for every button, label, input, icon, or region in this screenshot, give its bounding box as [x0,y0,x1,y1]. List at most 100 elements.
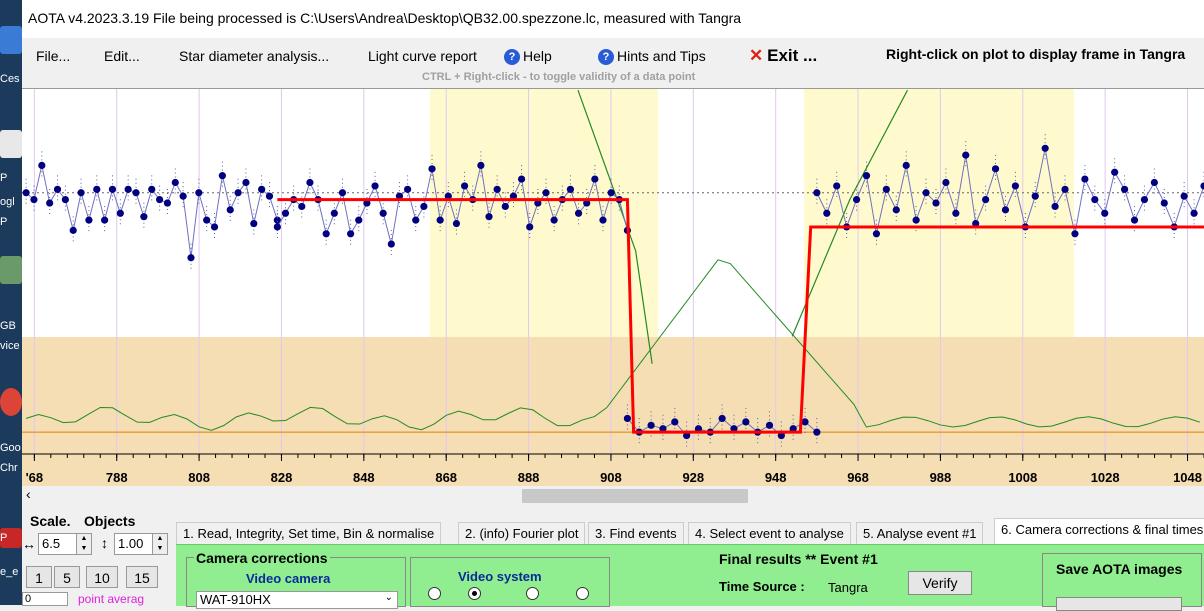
spinner-arrows-icon[interactable]: ▲ ▼ [152,534,167,554]
plot-scrollbar[interactable]: ‹ [22,486,1204,506]
video-system-radio[interactable] [428,587,441,600]
data-point [742,418,750,426]
spinner-arrows-icon[interactable]: ▲ ▼ [76,534,91,554]
x-tick-label: 1028 [1091,470,1120,485]
x-tick-label: 808 [188,470,210,485]
horizontal-scale-spinner[interactable]: 6.5 ▲ ▼ [38,533,92,555]
data-point [210,223,219,231]
point-avg-15-button[interactable]: 15 [126,566,158,588]
help-icon: ? [598,49,614,65]
menu-exit[interactable]: ✕ Exit ... [749,46,817,66]
menu-help[interactable]: ? Help [504,48,552,65]
menu-bar: File... Edit... Star diameter analysis..… [22,38,1204,88]
vertical-scale-value: 1.00 [118,536,144,551]
desktop-label: Chr [0,462,18,474]
data-point [892,206,900,214]
window-title: AOTA v4.2023.3.19 File being processed i… [28,10,742,26]
data-point [882,185,890,193]
data-point [101,216,109,224]
tab-fourier-plot[interactable]: 2. (info) Fourier plot [458,522,586,544]
camera-corrections-panel: Camera corrections Video camera WAT-910H… [176,544,1204,611]
data-point [1081,175,1089,183]
time-source-label: Time Source : [719,579,805,594]
menu-star-diameter[interactable]: Star diameter analysis... [179,48,330,64]
video-system-radio[interactable] [576,587,589,600]
menu-edit[interactable]: Edit... [104,48,140,64]
data-point [124,185,132,193]
video-system-radio[interactable] [468,587,481,600]
data-series-line [816,148,1204,234]
data-point [789,425,797,433]
desktop-label: e_e [0,566,19,578]
point-average-select[interactable]: 0 [22,592,68,606]
tab-read-integrity[interactable]: 1. Read, Integrity, Set time, Bin & norm… [176,522,442,544]
point-avg-1-button[interactable]: 1 [26,566,52,588]
data-point [542,189,550,197]
menu-file[interactable]: File... [36,48,71,64]
data-point [574,209,583,217]
data-point [833,182,841,190]
data-point [108,185,117,193]
desktop-label: P [0,216,8,228]
data-point [1160,199,1168,207]
data-point [813,189,821,197]
data-point [379,209,387,217]
x-tick-label: 1048 [1173,470,1202,485]
vertical-arrows-icon: ↕ [101,535,108,551]
data-point [932,199,940,207]
data-point [330,209,338,217]
menu-hints-label: Hints and Tips [617,48,706,64]
data-point [412,216,420,224]
pdf-icon[interactable] [0,528,22,548]
tab-select-event[interactable]: 4. Select event to analyse [688,522,851,544]
data-point [982,196,990,204]
point-avg-5-button[interactable]: 5 [54,566,80,588]
data-point [171,178,179,187]
data-point [140,213,148,221]
scrollbar-thumb[interactable] [522,489,748,503]
chevron-left-icon[interactable]: ‹ [26,486,31,502]
data-point [942,178,950,187]
desktop-icon[interactable] [0,130,22,158]
x-tick-label: 988 [930,470,952,485]
menu-light-curve-report[interactable]: Light curve report [368,48,477,64]
video-camera-label: Video camera [246,571,331,586]
data-point [1091,196,1099,204]
model-fit-line [277,198,1204,434]
chrome-icon[interactable] [0,388,22,416]
video-system-radio[interactable] [526,587,539,600]
data-point [872,230,881,238]
fit-curve-right [791,89,909,337]
tab-analyse-event[interactable]: 5. Analyse event #1 [856,522,984,544]
data-point [363,199,371,207]
verify-button[interactable]: Verify [908,571,972,595]
tab-camera-corrections[interactable]: 6. Camera corrections & final times [994,518,1204,544]
x-tick-label: 788 [106,470,128,485]
light-curve-plot[interactable]: '68 788 808 828 848 868 888 908 928 948 968 988 1008… [22,88,1204,487]
horizontal-arrows-icon: ↔ [22,536,36,552]
data-point [718,414,726,423]
data-point [694,425,703,433]
data-point [1120,185,1129,193]
menu-help-label: Help [523,48,552,64]
desktop-icon[interactable] [0,256,22,284]
close-icon: ✕ [749,46,764,65]
menu-hints[interactable]: ? Hints and Tips [598,48,706,65]
light-curve-chart[interactable]: '68 788 808 828 848 868 888 908 928 948 968 988 1008… [22,89,1204,487]
data-point [1190,209,1198,217]
scale-label: Scale. [30,513,71,529]
data-point [77,189,85,197]
data-point [234,189,242,197]
data-point [902,161,910,169]
point-avg-10-button[interactable]: 10 [86,566,118,588]
data-point [30,196,38,204]
save-images-button[interactable] [1056,597,1182,611]
video-camera-select[interactable]: WAT-910HX ⌄ [196,591,398,609]
data-point [187,254,195,262]
objects-label: Objects [84,513,136,529]
tab-find-events[interactable]: 3. Find events [588,522,684,544]
data-point [347,230,355,238]
data-point [1130,216,1139,224]
vertical-scale-spinner[interactable]: 1.00 ▲ ▼ [114,533,168,555]
desktop-icon[interactable] [0,26,22,54]
